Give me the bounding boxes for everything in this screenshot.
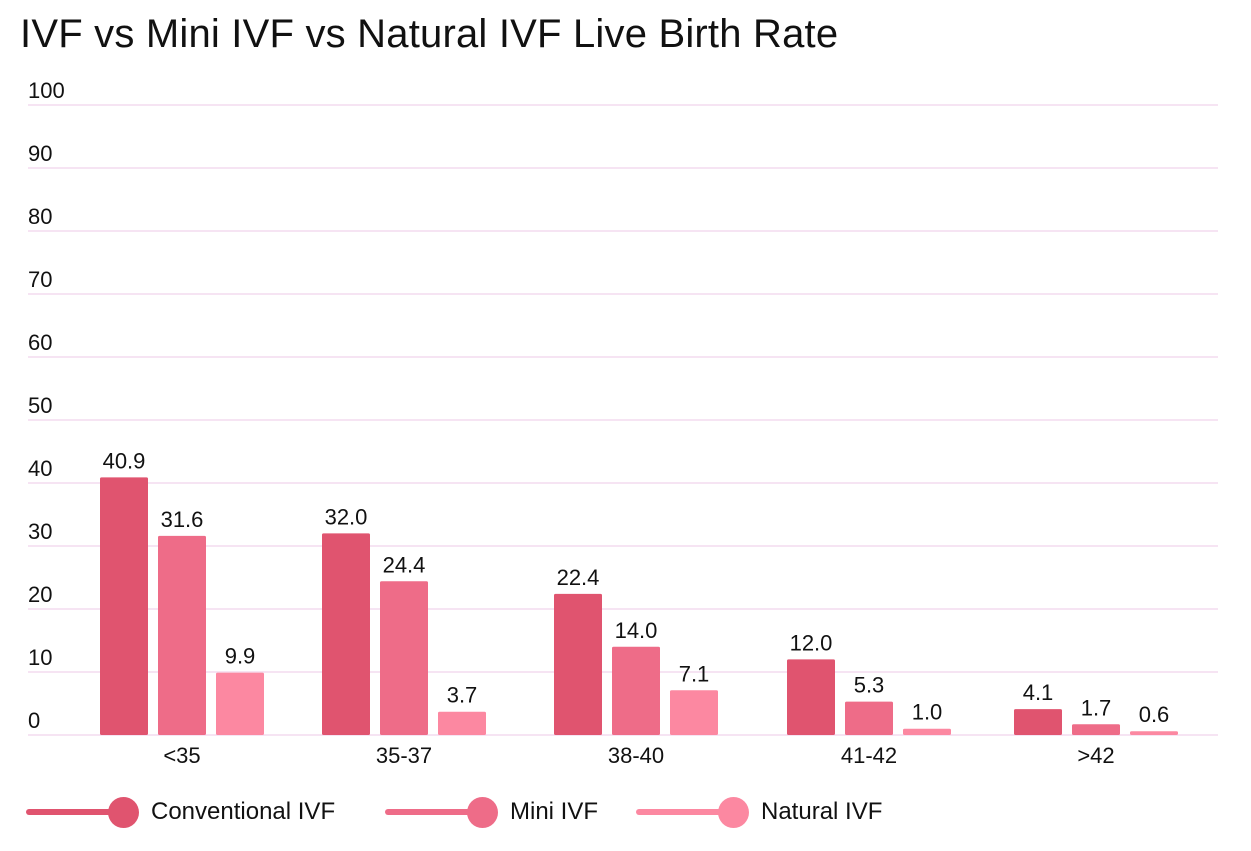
x-tick-label-1: 35-37: [376, 743, 432, 768]
legend-item-natural-ivf[interactable]: Natural IVF: [636, 790, 882, 834]
bar-conventional-ivf-41-42[interactable]: [787, 659, 835, 735]
y-tick-label-10: 10: [28, 645, 52, 670]
bar-mini-ivf-41-42[interactable]: [845, 701, 893, 735]
data-label-mini-ivf-35-37: 24.4: [383, 552, 426, 577]
bar-mini-ivf-35[interactable]: [158, 535, 206, 735]
x-tick-label-0: <35: [163, 743, 200, 768]
x-tick-label-3: 41-42: [841, 743, 897, 768]
data-label-natural-ivf-35: 9.9: [225, 644, 256, 669]
data-label-conventional-ivf-35: 40.9: [103, 448, 146, 473]
legend-item-mini-ivf[interactable]: Mini IVF: [385, 790, 598, 834]
legend-label-natural-ivf: Natural IVF: [761, 798, 883, 825]
bar-conventional-ivf-42[interactable]: [1014, 709, 1062, 735]
y-tick-label-20: 20: [28, 582, 52, 607]
data-label-conventional-ivf-41-42: 12.0: [790, 630, 833, 655]
legend-item-conventional-ivf[interactable]: Conventional IVF: [26, 790, 335, 834]
legend-line-natural-ivf: [636, 809, 728, 815]
bar-chart: 0 10 20 30 40 50 60 70 80 90 100 40.9 31.6 9.9 <35 32.0…: [28, 78, 1218, 768]
data-label-conventional-ivf-35-37: 32.0: [325, 504, 368, 529]
data-label-natural-ivf-41-42: 1.0: [912, 700, 943, 725]
data-label-mini-ivf-38-40: 14.0: [615, 618, 658, 643]
bar-natural-ivf-35-37[interactable]: [438, 711, 486, 735]
legend-line-mini-ivf: [385, 809, 477, 815]
chart-title: IVF vs Mini IVF vs Natural IVF Live Birt…: [20, 12, 839, 56]
y-tick-label-0: 0: [28, 708, 40, 733]
data-label-mini-ivf-41-42: 5.3: [854, 673, 885, 698]
y-tick-label-70: 70: [28, 267, 52, 292]
x-tick-label-2: 38-40: [608, 743, 664, 768]
y-tick-label-40: 40: [28, 456, 52, 481]
bar-layer: [100, 477, 1178, 735]
data-label-mini-ivf-35: 31.6: [161, 507, 204, 532]
legend-dot-conventional-ivf: [108, 796, 139, 828]
bar-natural-ivf-42[interactable]: [1130, 731, 1178, 735]
y-tick-label-100: 100: [28, 78, 65, 103]
legend-dot-mini-ivf: [467, 796, 498, 828]
data-label-conventional-ivf-38-40: 22.4: [557, 565, 600, 590]
data-label-conventional-ivf-42: 4.1: [1023, 680, 1054, 705]
bar-natural-ivf-35[interactable]: [216, 672, 264, 735]
y-tick-label-30: 30: [28, 519, 52, 544]
label-layer: 0 10 20 30 40 50 60 70 80 90 100 40.9 31.6 9.9 <35 32.0…: [28, 78, 1169, 768]
data-label-natural-ivf-42: 0.6: [1139, 702, 1170, 727]
bar-conventional-ivf-35[interactable]: [100, 477, 148, 735]
bar-conventional-ivf-35-37[interactable]: [322, 533, 370, 735]
data-label-mini-ivf-42: 1.7: [1081, 695, 1112, 720]
bar-natural-ivf-38-40[interactable]: [670, 690, 718, 735]
y-tick-label-80: 80: [28, 204, 52, 229]
bar-natural-ivf-41-42[interactable]: [903, 728, 951, 735]
legend-label-mini-ivf: Mini IVF: [510, 798, 599, 825]
data-label-natural-ivf-38-40: 7.1: [679, 661, 710, 686]
legend-label-conventional-ivf: Conventional IVF: [151, 798, 336, 825]
legend-dot-natural-ivf: [718, 796, 749, 828]
y-tick-label-60: 60: [28, 330, 52, 355]
y-tick-label-50: 50: [28, 393, 52, 418]
bar-mini-ivf-35-37[interactable]: [380, 581, 428, 735]
bar-mini-ivf-42[interactable]: [1072, 724, 1120, 735]
y-tick-label-90: 90: [28, 141, 52, 166]
x-tick-label-4: >42: [1077, 743, 1114, 768]
legend: Conventional IVF Mini IVF Natural IVF: [0, 790, 1251, 834]
bar-conventional-ivf-38-40[interactable]: [554, 593, 602, 735]
data-label-natural-ivf-35-37: 3.7: [447, 683, 478, 708]
bar-mini-ivf-38-40[interactable]: [612, 646, 660, 735]
legend-line-conventional-ivf: [26, 809, 118, 815]
